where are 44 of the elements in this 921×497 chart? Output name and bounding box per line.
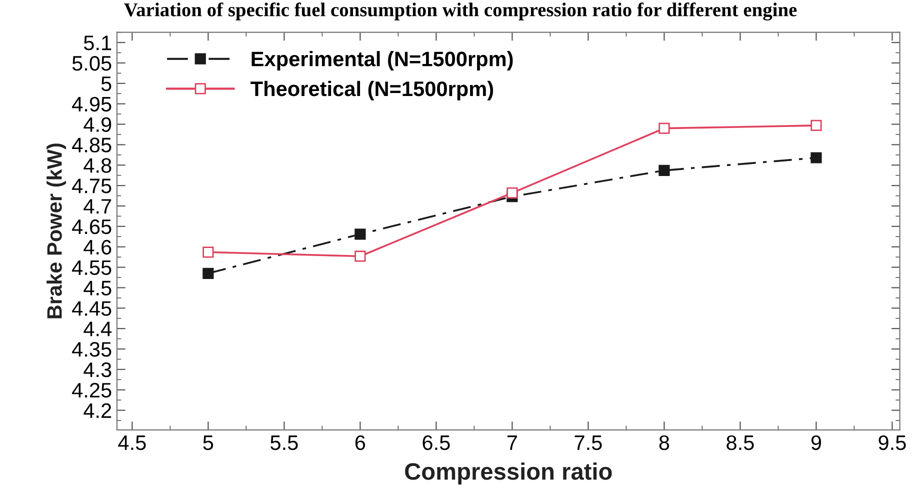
point	[810, 152, 822, 164]
y-tick-label: 4.85	[72, 138, 112, 152]
y-tick-label: 4.4	[84, 322, 112, 336]
y-tick-label: 5.1	[84, 36, 112, 50]
legend-label: Experimental (N=1500rpm)	[252, 51, 513, 70]
point	[202, 246, 214, 258]
y-axis-title: Brake Power (kW)	[46, 144, 66, 318]
y-tick-label: 5.05	[72, 56, 112, 71]
x-tick-label: 8	[659, 435, 670, 450]
x-tick-label: 7.5	[574, 436, 602, 450]
y-tick-label: 4.35	[72, 342, 112, 357]
x-tick-label: 6	[355, 435, 366, 450]
chart-title: Variation of specific fuel consumption with compression ratio for different engine	[124, 2, 797, 20]
y-tick-label: 4.7	[84, 199, 112, 214]
y-tick-label: 4.2	[84, 403, 112, 418]
x-tick-label: 8.5	[726, 435, 754, 450]
point	[810, 120, 822, 132]
x-tick-label: 5	[203, 436, 214, 450]
x-tick-label: 9.5	[878, 435, 906, 450]
point	[354, 250, 366, 262]
y-tick-label: 4.6	[84, 240, 112, 255]
y-tick-label: 4.55	[72, 260, 112, 276]
point	[658, 164, 670, 176]
y-tick-label: 4.5	[84, 280, 112, 296]
y-tick-label: 4.95	[72, 96, 112, 112]
legend-label: Theoretical (N=1500rpm)	[250, 80, 494, 100]
y-tick-label: 4.65	[72, 219, 112, 234]
x-axis-title: Compression ratio	[405, 462, 612, 485]
y-tick-label: 5	[101, 76, 112, 92]
x-tick-label: 5.5	[270, 436, 298, 450]
x-tick-label: 9	[811, 435, 822, 450]
point	[202, 268, 214, 279]
point	[658, 122, 670, 134]
y-tick-label: 4.9	[84, 117, 112, 132]
y-tick-label: 4.75	[72, 178, 112, 194]
x-tick-label: 6.5	[422, 435, 450, 450]
y-tick-label: 4.3	[84, 362, 112, 378]
point	[354, 228, 366, 240]
y-tick-label: 4.8	[84, 158, 112, 173]
point	[506, 187, 518, 198]
y-tick-label: 4.25	[72, 382, 112, 398]
x-tick-label: 4.5	[118, 436, 146, 450]
x-tick-label: 7	[507, 436, 517, 450]
y-tick-label: 4.45	[72, 301, 112, 316]
